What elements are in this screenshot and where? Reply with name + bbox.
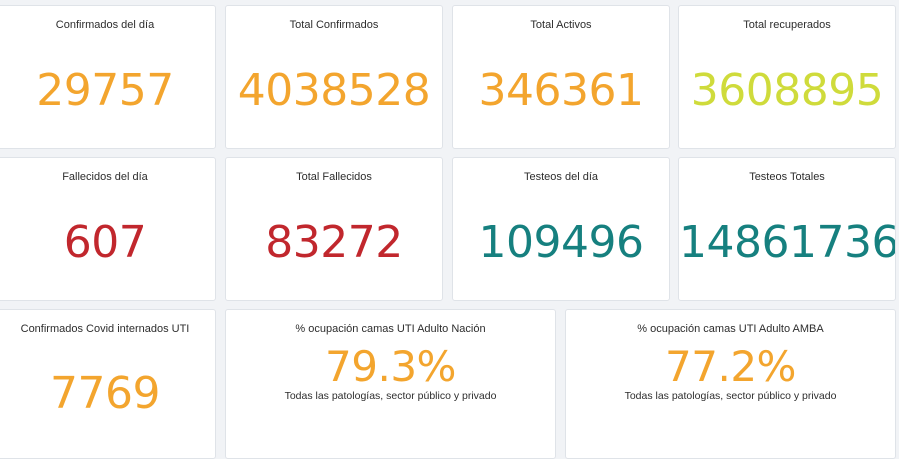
card-title: Total recuperados [743,19,831,31]
card-total-activos: Total Activos 346361 [452,5,670,149]
card-total-confirmados: Total Confirmados 4038528 [225,5,443,149]
card-confirmados-internados-uti: Confirmados Covid internados UTI 7769 [0,309,216,459]
card-value: 29757 [36,65,174,116]
card-title: Fallecidos del día [62,171,148,183]
card-title: % ocupación camas UTI Adulto AMBA [637,323,824,335]
card-title: Testeos del día [524,171,598,183]
card-title: Total Confirmados [289,19,379,31]
card-ocupacion-uti-amba: % ocupación camas UTI Adulto AMBA 77.2% … [565,309,896,459]
card-title: Total Activos [530,19,592,31]
card-value: 7769 [50,368,160,419]
card-title: Total Fallecidos [296,171,372,183]
card-value: 4038528 [237,65,431,116]
card-testeos-totales: Testeos Totales 14861736 [678,157,896,301]
card-testeos-del-dia: Testeos del día 109496 [452,157,670,301]
card-value: 346361 [478,65,644,116]
card-value: 3608895 [690,65,884,116]
card-title: Testeos Totales [749,171,825,183]
card-total-fallecidos: Total Fallecidos 83272 [225,157,443,301]
card-subtitle: Todas las patologías, sector público y p… [624,390,837,402]
card-title: % ocupación camas UTI Adulto Nación [295,323,486,335]
card-title: Confirmados Covid internados UTI [20,323,190,335]
card-title: Confirmados del día [55,19,155,31]
card-value: 79.3% [325,342,456,391]
card-fallecidos-del-dia: Fallecidos del día 607 [0,157,216,301]
card-subtitle: Todas las patologías, sector público y p… [284,390,497,402]
card-ocupacion-uti-nacion: % ocupación camas UTI Adulto Nación 79.3… [225,309,556,459]
card-confirmados-del-dia: Confirmados del día 29757 [0,5,216,149]
card-value: 109496 [478,217,644,268]
card-value: 83272 [265,217,403,268]
card-value: 77.2% [665,342,796,391]
card-total-recuperados: Total recuperados 3608895 [678,5,896,149]
card-value: 14861736 [679,217,896,268]
card-value: 607 [63,217,147,268]
